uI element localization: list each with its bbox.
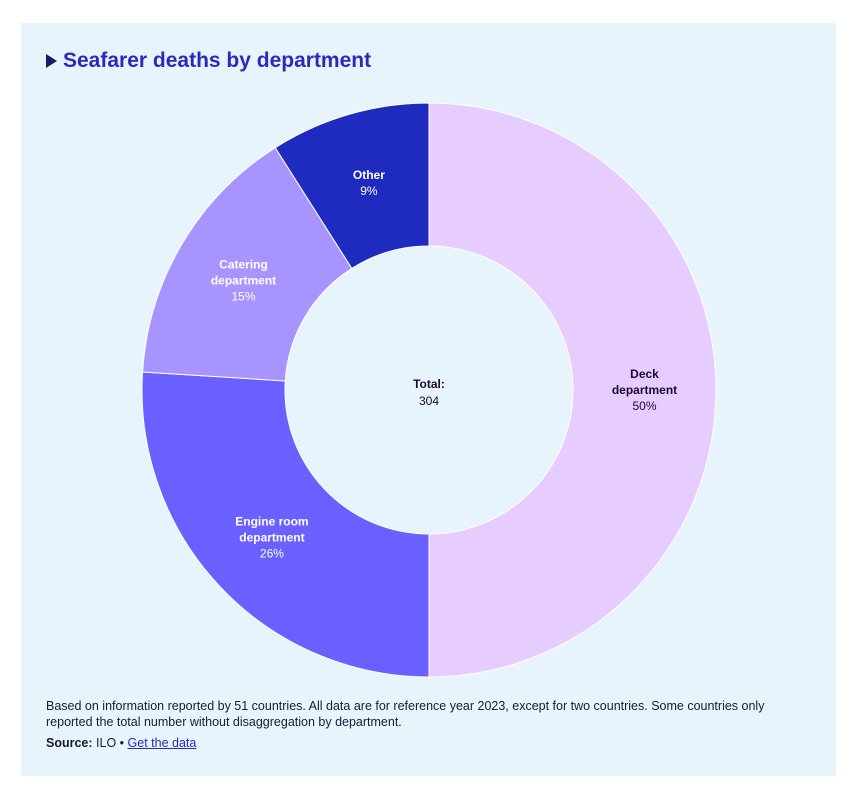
slice-percent-text: 15% [231, 289, 255, 303]
source-separator: • [119, 736, 125, 750]
source-line: Source: ILO • Get the data [46, 736, 196, 750]
slice-engine-room-department[interactable] [141, 371, 430, 678]
slice-category-text: department [239, 531, 304, 545]
slice-category-text: Catering [219, 257, 268, 271]
slice-label-engine-room-department: Engine room department 26% [235, 515, 308, 561]
slice-catering-department[interactable] [142, 146, 353, 382]
slice-category-text: Engine room [235, 515, 308, 529]
slice-percent-text: 9% [360, 184, 378, 198]
slice-label-deck-department: Deck department 50% [612, 367, 677, 413]
slice-percent-text: 26% [260, 547, 284, 561]
slice-category-text: Other [353, 168, 385, 182]
donut-chart: Deck department 50% Engine room department 26… [141, 102, 717, 678]
slice-category-text: department [211, 273, 276, 287]
slice-label-other: Other 9% [353, 168, 385, 198]
source-value: ILO [96, 736, 117, 750]
slice-other[interactable] [274, 102, 430, 270]
slice-category-text: Deck [630, 367, 659, 381]
slice-category-text: department [612, 383, 677, 397]
slice-percent-text: 50% [632, 399, 656, 413]
chart-title: Seafarer deaths by department [63, 49, 372, 72]
footnote: Based on information reported by 51 coun… [46, 699, 765, 729]
slice-label-catering-department: Catering department 15% [211, 257, 276, 303]
caret-right-icon [46, 54, 57, 68]
chart-title-toggle[interactable]: Seafarer deaths by department [46, 49, 371, 73]
chart-card: Seafarer deaths by department Deck depart… [21, 23, 836, 776]
get-data-link[interactable]: Get the data [127, 736, 197, 750]
center-total-label: Total: [413, 377, 445, 391]
source-label: Source: [46, 736, 93, 750]
slice-deck-department[interactable] [428, 102, 717, 678]
center-total-value: 304 [419, 394, 439, 408]
